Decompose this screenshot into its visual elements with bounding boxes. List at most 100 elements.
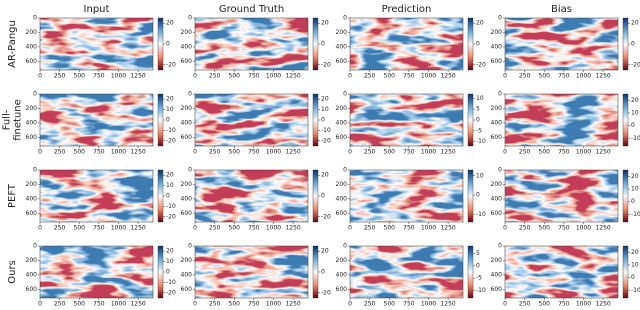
colorbar-tick-label: -10 bbox=[631, 211, 640, 218]
colorbar-tick-label: 0 bbox=[476, 117, 480, 124]
y-tick-label: 0 bbox=[188, 167, 192, 174]
y-tick-label: 200 bbox=[181, 257, 193, 264]
x-tick-label: 250 bbox=[54, 301, 66, 308]
colorbar-tick-label: 5 bbox=[476, 250, 480, 257]
colorbar-tick-label: 0 bbox=[631, 198, 635, 205]
heatmap-image bbox=[195, 246, 308, 298]
x-tick-label: 1250 bbox=[440, 149, 455, 156]
x-tick-label: 1000 bbox=[111, 149, 126, 156]
plot-frame bbox=[349, 245, 464, 299]
row-label: finetune bbox=[13, 99, 24, 141]
y-tick-label: 0 bbox=[33, 15, 37, 22]
x-tick-label: 500 bbox=[539, 301, 551, 308]
y-tick-label: 600 bbox=[26, 134, 38, 141]
y-tick-label: 0 bbox=[343, 15, 347, 22]
x-tick-label: 1000 bbox=[111, 225, 126, 232]
plot-frame bbox=[504, 169, 619, 223]
plot-frame bbox=[39, 17, 154, 71]
colorbar-tick-label: 20 bbox=[321, 20, 329, 27]
x-tick-label: 250 bbox=[519, 73, 531, 80]
plot-frame bbox=[504, 17, 619, 71]
panel: 0 250 500 750 1000 1250 0 200 400 600 20 10 0 -10 bbox=[491, 167, 640, 232]
plot-frame bbox=[349, 17, 464, 71]
colorbar-tick-label: 0 bbox=[476, 262, 480, 269]
colorbar-tick-label: -10 bbox=[631, 287, 640, 294]
x-tick-label: 0 bbox=[193, 301, 197, 308]
x-tick-label: 500 bbox=[74, 149, 86, 156]
x-tick-label: 250 bbox=[519, 225, 531, 232]
y-tick-label: 200 bbox=[26, 181, 38, 188]
y-tick-label: 600 bbox=[491, 134, 503, 141]
plot-frame bbox=[39, 169, 154, 223]
y-tick-label: 600 bbox=[26, 210, 38, 217]
y-tick-label: 600 bbox=[181, 58, 193, 65]
x-tick-label: 500 bbox=[384, 225, 396, 232]
x-tick-label: 0 bbox=[193, 149, 197, 156]
x-tick-label: 250 bbox=[364, 301, 376, 308]
y-tick-label: 200 bbox=[491, 29, 503, 36]
x-tick-label: 750 bbox=[248, 73, 260, 80]
x-tick-label: 1250 bbox=[595, 301, 610, 308]
x-tick-label: 500 bbox=[539, 149, 551, 156]
y-tick-label: 600 bbox=[336, 134, 348, 141]
x-tick-label: 500 bbox=[539, 73, 551, 80]
x-tick-label: 1250 bbox=[285, 73, 300, 80]
x-tick-label: 500 bbox=[384, 301, 396, 308]
y-tick-label: 200 bbox=[491, 257, 503, 264]
colorbar bbox=[312, 17, 319, 71]
x-tick-label: 750 bbox=[558, 73, 570, 80]
y-tick-label: 0 bbox=[343, 167, 347, 174]
colorbar-tick-label: -10 bbox=[476, 287, 486, 294]
x-tick-label: 1000 bbox=[421, 225, 436, 232]
y-tick-label: 0 bbox=[498, 91, 502, 98]
y-tick-label: 200 bbox=[181, 29, 193, 36]
heatmap-image bbox=[40, 18, 153, 70]
x-tick-label: 1250 bbox=[595, 73, 610, 80]
colorbar-tick-label: 20 bbox=[631, 249, 639, 256]
panel: 0 250 500 750 1000 1250 0 200 400 600 10 5 0 -5 -10 bbox=[336, 91, 486, 156]
x-tick-label: 1000 bbox=[111, 73, 126, 80]
panel: 0 250 500 750 1000 1250 0 200 400 600 20 10 0 -10 bbox=[491, 243, 640, 308]
colorbar-tick-label: 0 bbox=[166, 193, 170, 200]
colorbar bbox=[312, 93, 319, 147]
y-tick-label: 400 bbox=[26, 271, 38, 278]
colorbar-tick-label: 20 bbox=[166, 96, 174, 103]
x-tick-label: 250 bbox=[54, 149, 66, 156]
colorbar bbox=[467, 169, 474, 223]
y-tick-label: 400 bbox=[336, 43, 348, 50]
x-tick-label: 500 bbox=[74, 301, 86, 308]
y-tick-label: 400 bbox=[181, 119, 193, 126]
x-tick-label: 250 bbox=[364, 225, 376, 232]
x-tick-label: 1000 bbox=[266, 301, 281, 308]
heatmap-image bbox=[505, 18, 618, 70]
colorbar bbox=[467, 245, 474, 299]
x-tick-label: 750 bbox=[93, 225, 105, 232]
x-tick-label: 250 bbox=[364, 73, 376, 80]
y-tick-label: 600 bbox=[26, 58, 38, 65]
heatmap-image bbox=[195, 170, 308, 222]
x-tick-label: 0 bbox=[348, 301, 352, 308]
colorbar-tick-label: -20 bbox=[166, 61, 176, 68]
x-tick-label: 750 bbox=[403, 225, 415, 232]
colorbar-tick-label: -10 bbox=[166, 127, 176, 134]
y-tick-label: 0 bbox=[343, 243, 347, 250]
x-tick-label: 0 bbox=[348, 149, 352, 156]
colorbar-tick-label: -20 bbox=[166, 137, 176, 144]
colorbar bbox=[622, 245, 629, 299]
y-tick-label: 600 bbox=[491, 210, 503, 217]
x-tick-label: 0 bbox=[193, 225, 197, 232]
y-tick-label: 600 bbox=[336, 58, 348, 65]
colorbar-tick-label: 10 bbox=[631, 110, 639, 117]
x-tick-label: 1000 bbox=[111, 301, 126, 308]
x-tick-label: 500 bbox=[229, 225, 241, 232]
panel: 0 250 500 750 1000 1250 0 200 400 600 20 10 0 -10 -20 bbox=[181, 91, 331, 156]
colorbar-tick-label: 20 bbox=[166, 172, 174, 179]
row-label: Full- bbox=[2, 109, 13, 130]
colorbar-tick-label: 20 bbox=[166, 20, 174, 27]
colorbar-tick-label: -20 bbox=[321, 289, 331, 296]
column-title: Prediction bbox=[382, 4, 432, 15]
colorbar-tick-label: 10 bbox=[166, 182, 174, 189]
